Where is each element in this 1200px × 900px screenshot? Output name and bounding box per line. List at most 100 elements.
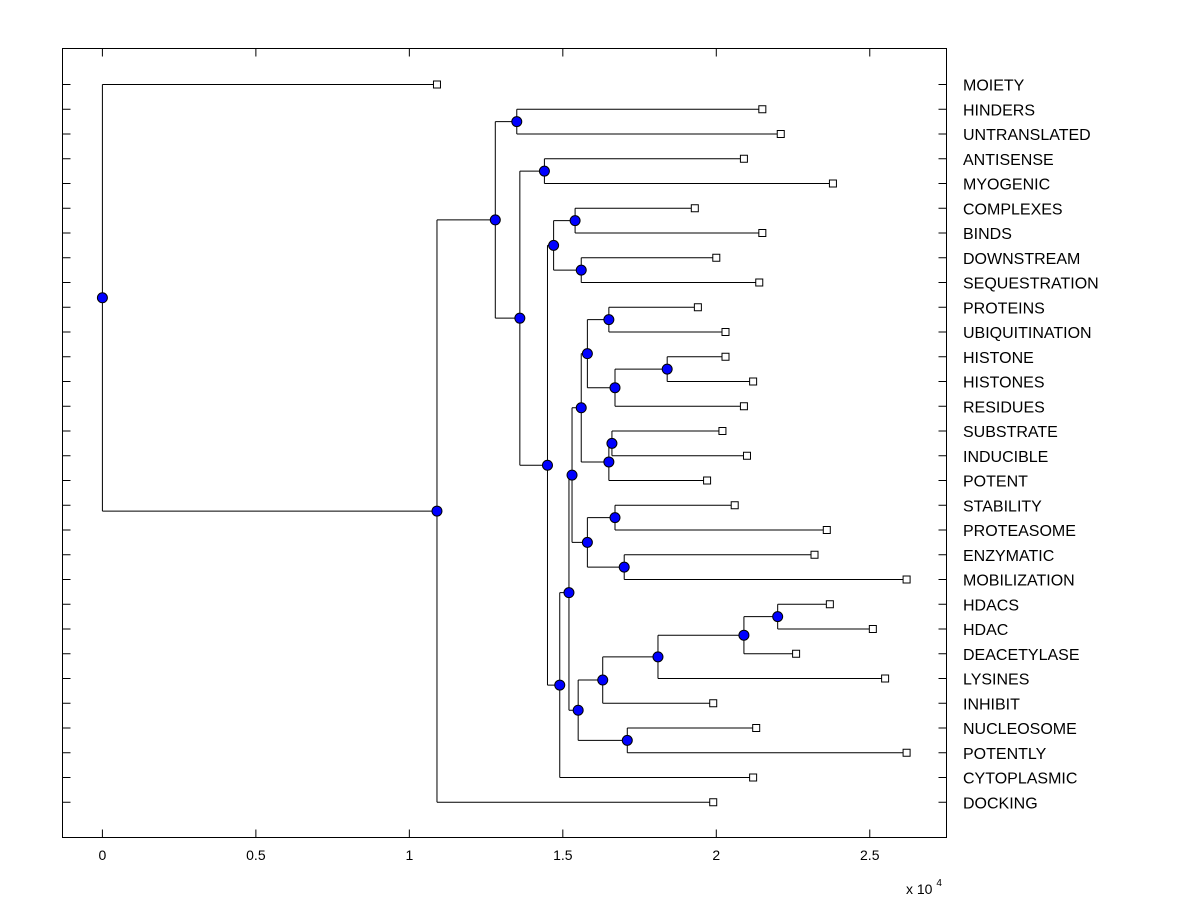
- leaf-label: HISTONE: [963, 350, 1034, 367]
- leaf-marker: [776, 130, 785, 138]
- leaf-marker: [902, 575, 911, 584]
- link-N: [559, 592, 754, 778]
- leaf-label: RESIDUES: [963, 399, 1045, 416]
- leaf-marker: [712, 253, 721, 262]
- node-marker-H: [541, 459, 553, 471]
- node-marker-M: [563, 587, 575, 599]
- leaf-label: UBIQUITINATION: [963, 325, 1092, 342]
- leaf-label: UNTRANSLATED: [963, 127, 1091, 144]
- link-Q: [626, 727, 907, 754]
- leaf-label: POTENT: [963, 474, 1028, 491]
- node-marker-J1: [581, 348, 593, 360]
- node-marker-Q: [621, 734, 633, 746]
- leaf-marker: [432, 80, 441, 89]
- node-marker-K: [566, 469, 578, 481]
- node-marker-J5: [661, 363, 673, 375]
- leaf-marker: [758, 105, 767, 114]
- node-marker-R3: [772, 611, 784, 623]
- node-marker-F: [538, 165, 550, 177]
- leaf-label: PROTEASOME: [963, 523, 1076, 540]
- link-G1: [574, 207, 763, 234]
- link-D: [516, 108, 781, 135]
- x-tick-label: 2.5: [860, 847, 880, 863]
- node-marker-G: [548, 239, 560, 251]
- dendrogram-markers: [96, 80, 911, 807]
- leaf-marker: [742, 451, 751, 460]
- leaf-marker: [752, 724, 761, 732]
- leaf-marker: [792, 649, 801, 658]
- x-exponent-label: x 10 4: [906, 878, 942, 897]
- node-marker-G1: [569, 215, 581, 227]
- leaf-marker: [822, 526, 831, 534]
- leaf-label: BINDS: [963, 226, 1012, 243]
- leaf-marker: [721, 328, 730, 336]
- leaf-label: HDACS: [963, 597, 1019, 614]
- leaf-label: INDUCIBLE: [963, 449, 1048, 466]
- node-marker-L: [581, 536, 593, 548]
- leaf-marker: [693, 303, 702, 312]
- leaf-marker: [718, 427, 727, 435]
- leaf-label: PROTEINS: [963, 300, 1045, 317]
- leaf-label: MYOGENIC: [963, 177, 1050, 194]
- node-marker-B: [431, 505, 443, 517]
- leaf-marker: [690, 204, 699, 213]
- x-tick-label: 1: [405, 847, 413, 863]
- y-axis-leaf-labels: MOIETY HINDERS UNTRANSLATED ANTISENSE MYOGEN…: [62, 78, 1099, 812]
- node-marker-J6: [606, 437, 618, 449]
- leaf-marker: [749, 773, 758, 782]
- leaf-marker: [810, 550, 819, 559]
- node-marker-L1: [609, 512, 621, 524]
- node-marker-R1: [652, 651, 664, 663]
- link-R2: [743, 616, 797, 655]
- leaf-marker: [739, 154, 748, 163]
- leaf-label: HDAC: [963, 622, 1008, 639]
- x-exponent-power: 4: [936, 878, 942, 889]
- node-marker-J: [575, 402, 587, 414]
- leaf-marker: [730, 501, 739, 510]
- leaf-label: CYTOPLASMIC: [963, 771, 1077, 788]
- link-L1: [614, 504, 827, 531]
- leaf-label: DOWNSTREAM: [963, 251, 1080, 268]
- leaf-marker: [868, 625, 877, 633]
- link-G2: [580, 257, 760, 283]
- leaf-label: DOCKING: [963, 795, 1038, 812]
- leaf-label: SEQUESTRATION: [963, 276, 1099, 293]
- leaf-marker: [825, 600, 834, 609]
- link-F: [543, 158, 833, 184]
- link-R1: [657, 634, 886, 679]
- node-marker-D: [511, 116, 523, 128]
- link-J5: [666, 356, 754, 382]
- leaf-label: ANTISENSE: [963, 152, 1054, 169]
- link-J3: [608, 306, 726, 333]
- leaf-marker: [881, 674, 890, 683]
- leaf-label: COMPLEXES: [963, 201, 1063, 218]
- node-marker-R: [597, 674, 609, 686]
- node-marker-S: [572, 704, 584, 716]
- link-R3: [777, 603, 873, 630]
- leaf-label: MOBILIZATION: [963, 573, 1075, 590]
- leaf-label: ENZYMATIC: [963, 548, 1054, 565]
- node-marker-R2: [738, 629, 750, 641]
- plot-frame: [62, 48, 947, 838]
- leaf-label: HISTONES: [963, 375, 1045, 392]
- node-marker-G2: [575, 264, 587, 276]
- x-tick-label: 0: [99, 847, 107, 863]
- x-axis: 0 0.5 1 1.5 2 2.5: [99, 48, 880, 863]
- x-tick-label: 1.5: [553, 847, 573, 863]
- leaf-label: INHIBIT: [963, 696, 1020, 713]
- node-marker-L2: [618, 561, 630, 573]
- leaf-marker: [902, 748, 911, 757]
- leaf-marker: [709, 699, 718, 708]
- x-tick-label: 2: [712, 847, 720, 863]
- node-marker-J3: [603, 314, 615, 326]
- leaf-marker: [721, 352, 730, 361]
- link-J6: [611, 430, 747, 457]
- leaf-label: HINDERS: [963, 102, 1035, 119]
- leaf-label: SUBSTRATE: [963, 424, 1058, 441]
- leaf-label: MOIETY: [963, 78, 1025, 95]
- node-marker-C: [489, 214, 501, 226]
- leaf-marker: [758, 229, 767, 237]
- leaf-marker: [709, 798, 718, 807]
- link-L: [586, 517, 625, 568]
